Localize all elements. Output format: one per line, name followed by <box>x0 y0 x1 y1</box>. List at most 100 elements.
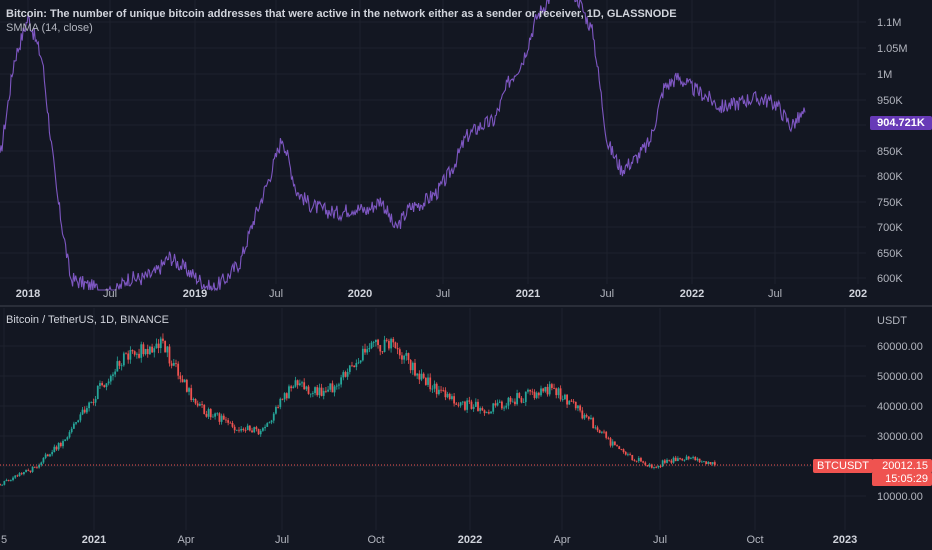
candle-body <box>642 461 645 463</box>
candle-body <box>457 404 460 406</box>
candle-body <box>168 346 171 364</box>
candle-body <box>379 345 382 352</box>
candle-body <box>481 408 484 411</box>
candle-body <box>301 382 303 384</box>
candle-body <box>33 466 36 468</box>
candle-body <box>444 390 447 398</box>
candle-body <box>335 385 338 387</box>
top-last-value-badge: 904.721K <box>870 116 932 130</box>
candle-body <box>359 360 362 363</box>
candle-body <box>394 342 397 349</box>
candle-body <box>590 417 592 419</box>
candle-body <box>220 415 223 422</box>
candle-body <box>29 470 32 472</box>
x-tick-label: Jul <box>600 288 614 300</box>
top-x-axis[interactable]: 2018 Jul 2019 Jul 2020 Jul 2021 Jul 2022 Jul 202 <box>16 288 867 300</box>
candle-body <box>25 469 27 473</box>
candle-body <box>537 392 540 396</box>
candle-body <box>637 458 640 462</box>
candle-body <box>657 465 660 468</box>
candle-body <box>585 415 588 417</box>
candle-body <box>579 405 582 411</box>
y-tick-label: 850K <box>877 146 903 158</box>
candle-body <box>277 407 280 408</box>
candle-body <box>283 393 286 400</box>
candle-body <box>90 402 93 403</box>
candle-body <box>709 461 712 464</box>
candle-body <box>38 464 41 468</box>
candle-body <box>270 420 273 423</box>
candle-body <box>138 353 140 358</box>
candle-body <box>14 475 17 478</box>
bar-countdown-badge: 15:05:29 <box>872 472 932 486</box>
y-tick-label: 10000.00 <box>877 491 923 503</box>
candle-body <box>59 442 62 447</box>
candle-body <box>166 346 169 353</box>
candle-body <box>296 380 299 386</box>
candle-body <box>496 402 499 406</box>
candle-body <box>31 466 34 472</box>
candle-body <box>505 405 508 408</box>
candle-body <box>125 353 127 355</box>
candle-body <box>405 353 408 356</box>
x-tick-label: 2022 <box>680 288 704 300</box>
candle-body <box>205 413 208 417</box>
x-tick-label: Jul <box>269 288 283 300</box>
candle-body <box>401 355 403 360</box>
candle-body <box>605 431 608 438</box>
candle-body <box>357 362 360 364</box>
candle-body <box>577 405 579 409</box>
candle-body <box>233 426 236 431</box>
candle-body <box>674 457 677 462</box>
candle-body <box>650 464 653 468</box>
candle-body <box>331 383 334 393</box>
candle-body <box>9 480 12 481</box>
candle-body <box>55 446 58 450</box>
bottom-x-axis[interactable]: 5 2021 Apr Jul Oct 2022 Apr Jul Oct 2023 <box>1 534 857 546</box>
candle-body <box>96 385 99 400</box>
candle-body <box>561 399 564 400</box>
candle-body <box>155 343 158 349</box>
candle-body <box>322 390 325 396</box>
candle-body <box>353 365 356 368</box>
candle-body <box>507 397 510 406</box>
candle-body <box>72 423 75 429</box>
candle-body <box>157 343 160 349</box>
candle-body <box>305 386 308 390</box>
currency-label: USDT <box>877 315 907 327</box>
candle-body <box>466 400 469 410</box>
candle-body <box>364 348 366 353</box>
x-tick-label: Oct <box>746 534 763 546</box>
candle-body <box>681 458 684 461</box>
candle-body <box>527 389 529 392</box>
candle-body <box>344 372 347 377</box>
candle-body <box>66 437 69 440</box>
candle-body <box>596 427 599 431</box>
y-tick-label: 600K <box>877 273 903 285</box>
candle-body <box>325 390 327 392</box>
candle-body <box>522 402 525 403</box>
candle-body <box>498 401 501 403</box>
candle-body <box>690 457 692 459</box>
candle-body <box>553 387 555 389</box>
candle-body <box>129 350 132 360</box>
candle-body <box>214 413 216 417</box>
candle-body <box>461 401 464 403</box>
top-y-axis[interactable]: 1.1M1.05M1M950K900K850K800K750K700K650K6… <box>877 17 908 285</box>
candle-body <box>435 383 438 395</box>
candle-body <box>162 338 164 341</box>
y-tick-label: 1.1M <box>877 17 901 29</box>
candle-body <box>555 388 558 396</box>
candle-body <box>459 402 462 406</box>
candle-body <box>396 348 399 350</box>
indicator-label[interactable]: SMMA (14, close) <box>6 22 93 34</box>
candle-body <box>570 400 573 402</box>
candle-body <box>535 392 538 398</box>
candle-body <box>190 388 193 400</box>
x-tick-label: 5 <box>1 534 7 546</box>
x-tick-label: 2023 <box>833 534 857 546</box>
bottom-pane-title: Bitcoin / TetherUS, 1D, BINANCE <box>6 314 170 326</box>
candle-body <box>581 410 584 419</box>
candle-body <box>151 346 153 353</box>
